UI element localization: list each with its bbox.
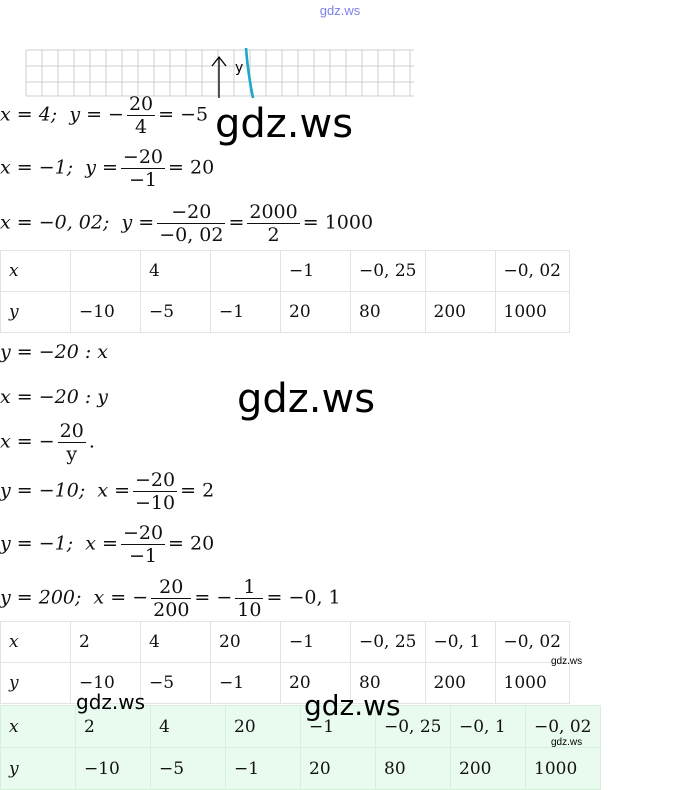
table-cell: y xyxy=(0,747,76,790)
table-row-y: y −10 −5 −1 20 80 200 1000 xyxy=(0,291,570,333)
watermark-tiny[interactable]: gdz.ws xyxy=(551,737,583,748)
table-cell: 4 xyxy=(140,250,211,292)
y-axis-label: y xyxy=(235,60,243,76)
table-cell: x xyxy=(0,250,71,292)
table-cell: −0, 02 xyxy=(494,621,570,663)
graph-fragment: y xyxy=(25,47,414,99)
table-cell: 2 xyxy=(70,621,141,663)
table-cell: 20 xyxy=(210,621,281,663)
table-row-y: y −10 −5 −1 20 80 200 1000 xyxy=(0,662,570,704)
equation-x4: x = 4; y = −20 4 = −5 xyxy=(0,93,209,138)
table-cell: 80 xyxy=(375,747,451,790)
table-cell: 20 xyxy=(280,662,351,704)
formula-y: y = −20 : x xyxy=(0,341,109,363)
table-cell: −0, 25 xyxy=(375,705,451,748)
table-cell: −1 xyxy=(225,747,301,790)
table-cell: 1000 xyxy=(494,662,570,704)
watermark-tiny[interactable]: gdz.ws xyxy=(551,656,583,667)
table-cell: −5 xyxy=(140,662,211,704)
table-row-y: y −10 −5 −1 20 80 200 1000 xyxy=(0,747,601,790)
table-cell: −0, 25 xyxy=(350,621,426,663)
table-cell: −0, 02 xyxy=(494,250,570,292)
values-table-1: x 4 −1 −0, 25 −0, 02 y −10 −5 −1 20 80 2… xyxy=(0,250,570,333)
table-row-x: x 4 −1 −0, 25 −0, 02 xyxy=(0,250,570,292)
equation-y-minus1: y = −1; x = −20 −1 = 20 xyxy=(0,522,215,567)
table-cell: −1 xyxy=(210,662,281,704)
values-table-final: x 2 4 20 −1 −0, 25 −0, 1 −0, 02 y −10 −5… xyxy=(0,705,601,790)
table-cell: −0, 1 xyxy=(450,705,526,748)
formula-x: x = −20 : y xyxy=(0,386,109,408)
table-cell: −10 xyxy=(75,747,151,790)
table-cell: −0, 25 xyxy=(350,250,426,292)
table-cell: −10 xyxy=(70,291,141,333)
table-cell: 80 xyxy=(350,291,426,333)
table-cell: 2 xyxy=(75,705,151,748)
table-cell: 4 xyxy=(150,705,226,748)
table-cell: 1000 xyxy=(494,291,570,333)
top-watermark[interactable]: gdz.ws xyxy=(319,3,361,18)
equation-x-minus1: x = −1; y = −20 −1 = 20 xyxy=(0,146,215,191)
table-cell: 20 xyxy=(225,705,301,748)
equation-y-200: y = 200; x = −20 200 = −1 10 = −0, 1 xyxy=(0,576,341,621)
hyperbola-branch xyxy=(244,47,255,99)
table-cell: 20 xyxy=(280,291,351,333)
table-cell: 200 xyxy=(424,291,496,333)
table-cell: x xyxy=(0,621,71,663)
table-cell: 200 xyxy=(450,747,526,790)
table-cell: −5 xyxy=(140,291,211,333)
equation-y-minus10: y = −10; x = −20 −10 = 2 xyxy=(0,469,215,514)
table-cell: 1000 xyxy=(525,747,601,790)
table-cell: 4 xyxy=(140,621,211,663)
watermark-small[interactable]: gdz.ws xyxy=(76,690,146,714)
table-cell: −10 xyxy=(70,662,141,704)
table-cell: 80 xyxy=(350,662,426,704)
table-cell xyxy=(424,250,496,292)
table-cell: y xyxy=(0,291,71,333)
equation-x-minus0-02: x = −0, 02; y = −20 −0, 02 = 2000 2 = 1000 xyxy=(0,201,374,246)
table-cell: 200 xyxy=(424,662,496,704)
table-cell: −0, 1 xyxy=(424,621,496,663)
table-cell xyxy=(70,250,141,292)
watermark-large[interactable]: gdz.ws xyxy=(215,101,354,147)
table-row-x: x 2 4 20 −1 −0, 25 −0, 1 −0, 02 xyxy=(0,621,570,663)
table-cell: 20 xyxy=(300,747,376,790)
formula-x-fraction: x = −20 y. xyxy=(0,420,95,465)
watermark-medium[interactable]: gdz.ws xyxy=(304,689,401,722)
table-cell: x xyxy=(0,705,76,748)
values-table-2: x 2 4 20 −1 −0, 25 −0, 1 −0, 02 y −10 −5… xyxy=(0,621,570,704)
table-cell: y xyxy=(0,662,71,704)
table-cell: −1 xyxy=(280,621,351,663)
table-cell xyxy=(210,250,281,292)
table-cell: −5 xyxy=(150,747,226,790)
table-cell: −1 xyxy=(280,250,351,292)
watermark-large[interactable]: gdz.ws xyxy=(237,376,376,422)
table-cell: −1 xyxy=(210,291,281,333)
y-axis-arrow-icon xyxy=(211,55,227,67)
